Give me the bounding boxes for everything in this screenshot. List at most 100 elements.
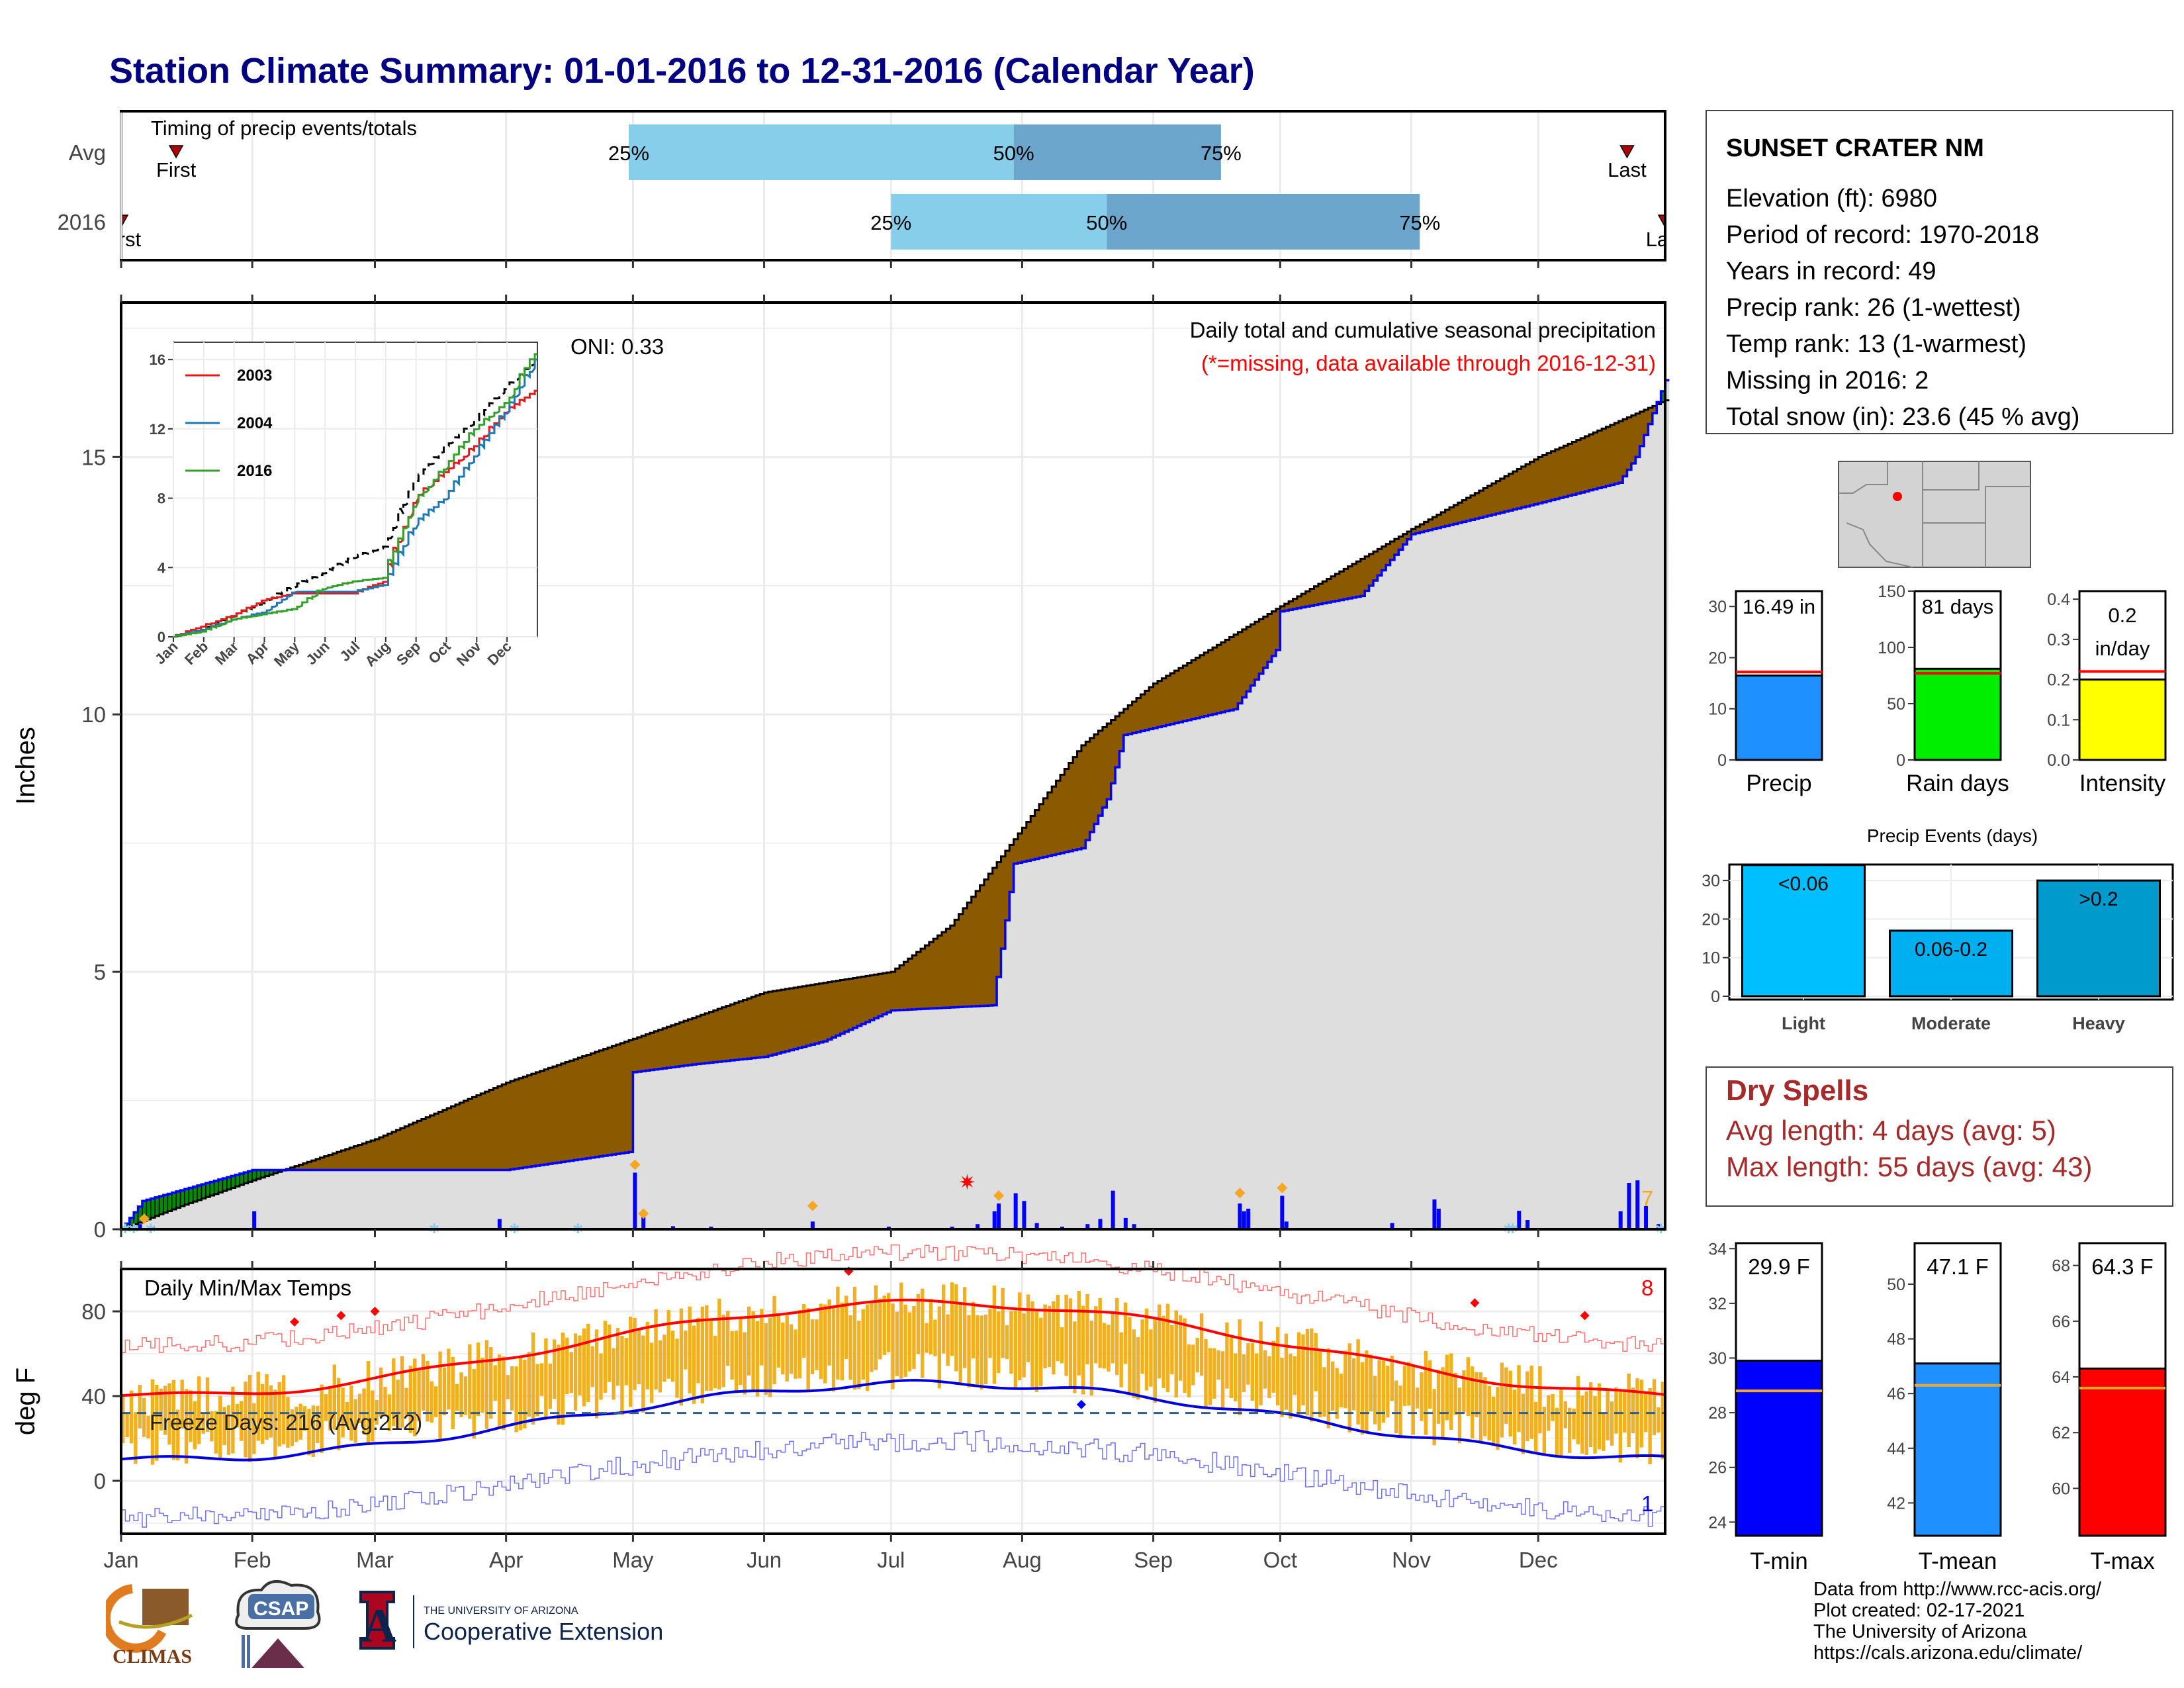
- daily-precip-bar: [1238, 1203, 1242, 1229]
- event-bar-value-label: >0.2: [2079, 888, 2118, 910]
- daily-precip-bar: [1098, 1219, 1103, 1229]
- temp-bar-y-tick-label: 64: [2052, 1368, 2070, 1387]
- temp-bar-value-label: 29.9 F: [1748, 1254, 1810, 1279]
- avg-min-temp-line: [120, 1379, 1666, 1462]
- daily-precip-bar: [670, 1226, 675, 1229]
- temp-bar-y-tick-label: 62: [2052, 1424, 2070, 1442]
- inset-y-tick-label: 16: [150, 352, 165, 368]
- timing-percentile-label: 75%: [1201, 142, 1242, 165]
- timing-percentile-label: 25%: [608, 142, 649, 165]
- min-record-count: 1: [1641, 1491, 1653, 1516]
- heavy-event-marker: [629, 1159, 641, 1170]
- temp-bar-y-tick-label: 28: [1708, 1404, 1727, 1423]
- daily-precip-bar: [1525, 1220, 1530, 1229]
- inset-legend-label: 2016: [237, 462, 272, 480]
- first-event-label: First: [156, 158, 197, 181]
- summary-bar-intensity: [2078, 679, 2167, 761]
- dry-spells-title: Dry Spells: [1726, 1074, 1868, 1107]
- dry-spells-max: Max length: 55 days (avg: 43): [1726, 1151, 2092, 1182]
- temp-bar-y-tick-label: 32: [1708, 1295, 1727, 1313]
- precip-y-tick-label: 10: [81, 702, 106, 727]
- summary-y-tick-label: 0: [1717, 751, 1727, 770]
- daily-precip-bar: [1085, 1224, 1090, 1229]
- avg-cumulative-line: [121, 399, 1670, 1231]
- precip-deficit-area: [286, 406, 1657, 1170]
- inset-y-tick-label: 12: [150, 421, 165, 438]
- daily-precip-bar: [1436, 1208, 1441, 1229]
- temp-y-tick-label: 0: [94, 1469, 106, 1493]
- heavy-event-marker: [1277, 1182, 1288, 1194]
- last-event-marker: [1657, 214, 1664, 226]
- event-bar-label: Moderate: [1911, 1013, 1991, 1033]
- timing-percentile-label: 75%: [1399, 211, 1440, 234]
- daily-precip-bar: [1618, 1211, 1623, 1229]
- temp-bar-y-tick-label: 30: [1708, 1349, 1727, 1368]
- temp-bar-y-tick-label: 50: [1887, 1276, 1905, 1294]
- daily-precip-bar: [1657, 1224, 1661, 1229]
- precip-y-tick-label: 5: [94, 960, 106, 984]
- daily-precip-bar: [1111, 1190, 1115, 1229]
- daily-precip-bar: [1644, 1206, 1649, 1229]
- daily-temp-range-bars: [121, 1282, 1665, 1465]
- temp-bar-label: T-min: [1750, 1548, 1808, 1574]
- temp-bar-label: T-max: [2090, 1548, 2155, 1574]
- event-bar-label: Heavy: [2072, 1013, 2125, 1033]
- temp-bar-value-label: 64.3 F: [2091, 1254, 2154, 1279]
- credit-line: https://cals.arizona.edu/climate/: [1813, 1642, 2083, 1664]
- station-info-line: Period of record: 1970-2018: [1726, 221, 2039, 249]
- inset-y-tick-label: 8: [158, 491, 165, 507]
- inset-series-line-2016: [173, 353, 537, 638]
- last-event-label: Last: [1608, 158, 1647, 181]
- temp-panel-label: Daily Min/Max Temps: [144, 1276, 351, 1300]
- heavy-event-marker: [993, 1190, 1005, 1201]
- daily-precip-bar: [810, 1221, 815, 1229]
- station-info-line: Temp rank: 13 (1-warmest): [1726, 330, 2026, 358]
- university-of-arizona-logo: A THE UNIVERSITY OF ARIZONA Cooperative …: [359, 1591, 663, 1652]
- summary-y-tick-label: 0.3: [2047, 631, 2070, 649]
- page-title: Station Climate Summary: 01-01-2016 to 1…: [109, 51, 1255, 91]
- daily-precip-bar: [997, 1203, 1001, 1229]
- station-info-box: SUNSET CRATER NM Elevation (ft): 6980 Per…: [1706, 110, 2173, 434]
- station-info-line: Total snow (in): 23.6 (45 % avg): [1726, 403, 2079, 431]
- event-bar-label: Light: [1782, 1013, 1825, 1033]
- record-min-line: [120, 1430, 1666, 1528]
- cumulative-2016-area: [121, 380, 1670, 1229]
- heavy-event-marker: [638, 1208, 649, 1219]
- month-tick-label: Oct: [1263, 1548, 1297, 1572]
- station-info-line: Precip rank: 26 (1-wettest): [1726, 294, 2021, 322]
- heavy-event-marker: [1234, 1188, 1246, 1199]
- heavy-event-marker: [138, 1213, 150, 1225]
- credits-block: Data from http://www.rcc-acis.org/ Plot …: [1813, 1579, 2101, 1664]
- summary-bar-label: Intensity: [2079, 771, 2166, 796]
- events-y-tick-label: 10: [1702, 949, 1720, 968]
- daily-precip-bar: [1242, 1211, 1246, 1229]
- temp-y-tick-label: 80: [81, 1299, 106, 1324]
- daily-precip-bar: [1390, 1223, 1394, 1229]
- cumulative-2016-line: [121, 379, 1670, 1231]
- event-bar-value-label: <0.06: [1778, 873, 1829, 895]
- summary-y-tick-label: 150: [1878, 583, 1905, 601]
- max-record-count: 8: [1641, 1276, 1653, 1300]
- credit-line: Data from http://www.rcc-acis.org/: [1813, 1579, 2102, 1600]
- events-y-tick-label: 30: [1702, 872, 1720, 890]
- temp-panel: 0 40 80 deg F Daily Min/Max Temps Freeze D…: [11, 1244, 1666, 1535]
- first-event-marker: [168, 145, 184, 159]
- timing-row-2016-label: 2016: [58, 210, 106, 234]
- temp-bar-label: T-mean: [1919, 1548, 1997, 1574]
- month-tick-label: Feb: [234, 1548, 271, 1572]
- summary-bar-label: Precip: [1746, 771, 1811, 796]
- summary-y-tick-label: 20: [1708, 649, 1727, 667]
- timing-panel: 25% 50% 75% First Last 25% 50% 75% First Last Tim…: [58, 110, 1666, 261]
- daily-precip-bar: [641, 1216, 646, 1229]
- station-name: SUNSET CRATER NM: [1726, 134, 1984, 162]
- summary-y-tick-label: 100: [1878, 639, 1905, 657]
- month-tick-label: Jun: [747, 1548, 782, 1572]
- temp-bar-y-tick-label: 42: [1887, 1494, 1905, 1513]
- daily-precip-bar: [1627, 1183, 1631, 1229]
- timing-row-avg-label: Avg: [69, 140, 106, 165]
- daily-precip-bar: [1432, 1199, 1437, 1229]
- station-info-line: Years in record: 49: [1726, 258, 1936, 285]
- record-high-marker: [336, 1311, 346, 1321]
- csap-logo: CSAP: [235, 1579, 321, 1668]
- summary-y-tick-label: 50: [1887, 695, 1905, 714]
